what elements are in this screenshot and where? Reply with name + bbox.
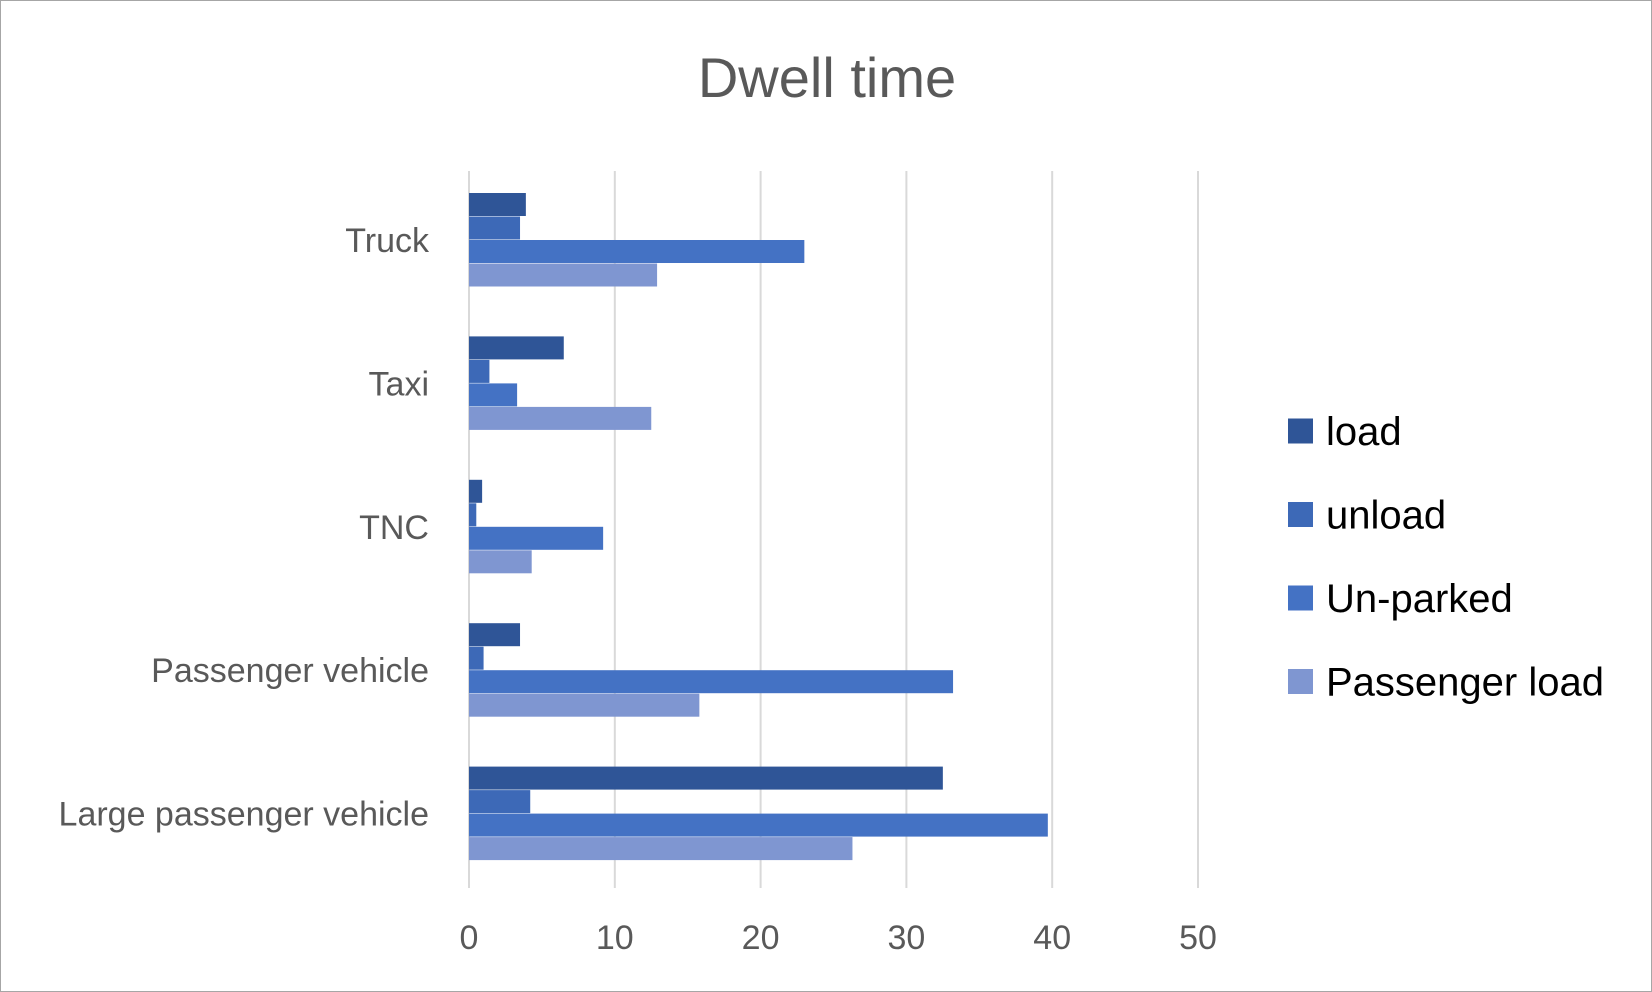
bar-un-parked xyxy=(469,526,604,550)
bar-unload xyxy=(469,790,531,814)
bar-load xyxy=(469,479,483,503)
category-label: Taxi xyxy=(369,365,429,403)
bar-passenger-load xyxy=(469,263,658,287)
x-tick-label: 20 xyxy=(742,919,780,957)
bar-unload xyxy=(469,503,477,527)
bar-series-group xyxy=(469,193,1048,861)
legend-label: Passenger load xyxy=(1326,661,1604,705)
x-tick-label: 30 xyxy=(887,919,925,957)
bar-load xyxy=(469,193,526,216)
bar-load xyxy=(469,766,943,790)
category-label: Passenger vehicle xyxy=(151,652,429,690)
legend-label: Un-parked xyxy=(1326,577,1513,621)
category-label: TNC xyxy=(359,509,429,547)
bar-passenger-load xyxy=(469,406,652,430)
legend: load unload Un-parked Passenger load xyxy=(1288,410,1604,705)
legend-label: load xyxy=(1326,410,1402,454)
value-axis: 0 10 20 30 40 50 xyxy=(460,919,1217,957)
legend-swatch xyxy=(1288,502,1313,527)
x-tick-label: 40 xyxy=(1033,919,1071,957)
legend-swatch xyxy=(1288,669,1313,694)
bar-unload xyxy=(469,359,490,383)
category-axis: Truck Taxi TNC Passenger vehicle Large passe… xyxy=(59,222,430,834)
chart-title: Dwell time xyxy=(698,46,956,109)
x-tick-label: 10 xyxy=(596,919,634,957)
x-tick-label: 0 xyxy=(460,919,479,957)
legend-label: unload xyxy=(1326,494,1446,538)
bar-passenger-load xyxy=(469,550,532,574)
bar-load xyxy=(469,336,564,360)
bar-un-parked xyxy=(469,670,954,694)
bar-unload xyxy=(469,646,484,670)
bar-un-parked xyxy=(469,240,805,263)
x-tick-label: 50 xyxy=(1179,919,1217,957)
category-label: Truck xyxy=(345,222,430,260)
category-label: Large passenger vehicle xyxy=(59,796,429,834)
bar-un-parked xyxy=(469,383,518,407)
bar-un-parked xyxy=(469,813,1048,837)
bar-unload xyxy=(469,216,521,240)
bar-passenger-load xyxy=(469,693,700,717)
bar-passenger-load xyxy=(469,837,853,861)
legend-swatch xyxy=(1288,418,1313,444)
legend-swatch xyxy=(1288,585,1313,611)
bar-load xyxy=(469,623,521,647)
